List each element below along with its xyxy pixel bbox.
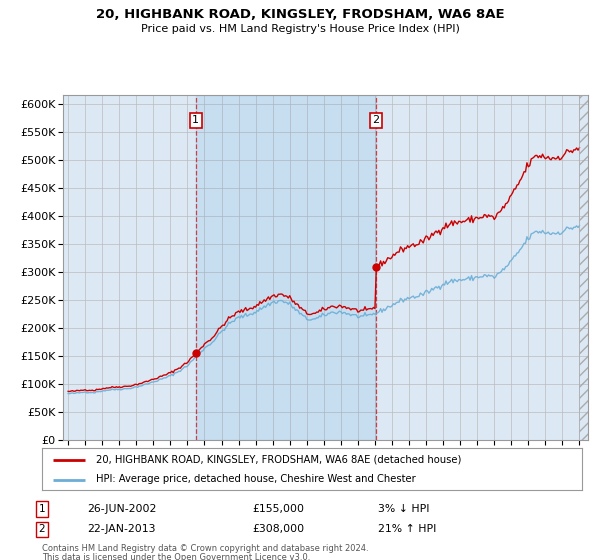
Text: Contains HM Land Registry data © Crown copyright and database right 2024.: Contains HM Land Registry data © Crown c…	[42, 544, 368, 553]
Text: 3% ↓ HPI: 3% ↓ HPI	[378, 504, 430, 514]
Text: 20, HIGHBANK ROAD, KINGSLEY, FRODSHAM, WA6 8AE (detached house): 20, HIGHBANK ROAD, KINGSLEY, FRODSHAM, W…	[96, 455, 461, 465]
Bar	[196, 95, 376, 440]
Text: 21% ↑ HPI: 21% ↑ HPI	[378, 524, 436, 534]
Text: 2: 2	[373, 115, 380, 125]
Text: 26-JUN-2002: 26-JUN-2002	[87, 504, 157, 514]
Text: 1: 1	[38, 504, 46, 514]
Text: 22-JAN-2013: 22-JAN-2013	[87, 524, 155, 534]
Text: This data is licensed under the Open Government Licence v3.0.: This data is licensed under the Open Gov…	[42, 553, 310, 560]
Text: 20, HIGHBANK ROAD, KINGSLEY, FRODSHAM, WA6 8AE: 20, HIGHBANK ROAD, KINGSLEY, FRODSHAM, W…	[95, 8, 505, 21]
Text: 2: 2	[38, 524, 46, 534]
Text: HPI: Average price, detached house, Cheshire West and Chester: HPI: Average price, detached house, Ches…	[96, 474, 416, 484]
Text: Price paid vs. HM Land Registry's House Price Index (HPI): Price paid vs. HM Land Registry's House …	[140, 24, 460, 34]
Text: £308,000: £308,000	[252, 524, 304, 534]
Text: 1: 1	[192, 115, 199, 125]
Text: £155,000: £155,000	[252, 504, 304, 514]
